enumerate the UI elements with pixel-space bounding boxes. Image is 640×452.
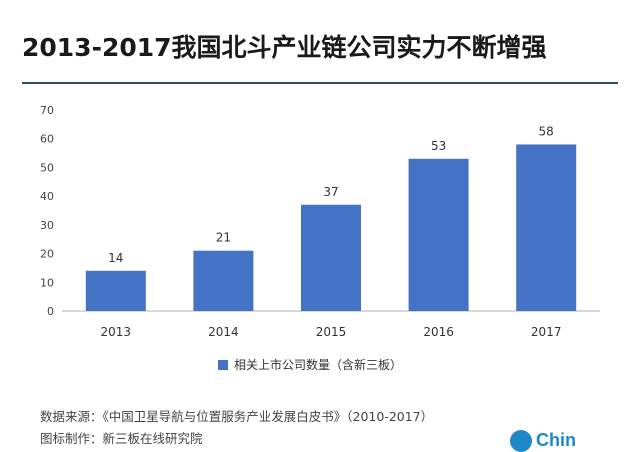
data-label: 58 [539, 124, 554, 138]
source-note: 数据来源：《中国卫星导航与位置服务产业发展白皮书》（2010-2017） [40, 409, 434, 424]
data-label: 14 [108, 251, 123, 265]
y-tick-label: 60 [40, 133, 54, 146]
brand-logo: Chin [510, 429, 640, 452]
y-tick-label: 10 [40, 276, 54, 289]
x-tick-label: 2013 [101, 325, 132, 339]
x-tick-label: 2015 [316, 325, 347, 339]
bar [408, 158, 469, 311]
y-tick-label: 70 [40, 104, 54, 117]
chart-title: 2013-2017我国北斗产业链公司实力不断增强 [22, 33, 547, 62]
data-label: 53 [431, 139, 446, 153]
logo-text: Chin [536, 430, 576, 450]
bar [516, 144, 577, 311]
x-tick-label: 2016 [423, 325, 454, 339]
credit-note: 图标制作：新三板在线研究院 [40, 431, 203, 446]
y-tick-label: 50 [40, 161, 54, 174]
bar [85, 270, 146, 311]
data-label: 37 [323, 185, 338, 199]
logo-icon [510, 429, 532, 452]
legend: 相关上市公司数量（含新三板） [218, 356, 402, 373]
legend-swatch [218, 359, 228, 370]
x-tick-label: 2017 [531, 325, 562, 339]
legend-label: 相关上市公司数量（含新三板） [234, 358, 403, 372]
data-label: 21 [216, 231, 231, 245]
x-tick-label: 2014 [208, 325, 239, 339]
y-tick-label: 20 [40, 248, 54, 261]
y-tick-label: 40 [40, 190, 54, 203]
y-tick-label: 0 [47, 305, 54, 318]
title-divider [22, 82, 618, 84]
bar [193, 250, 254, 311]
y-tick-label: 30 [40, 219, 54, 232]
bar [301, 204, 361, 311]
